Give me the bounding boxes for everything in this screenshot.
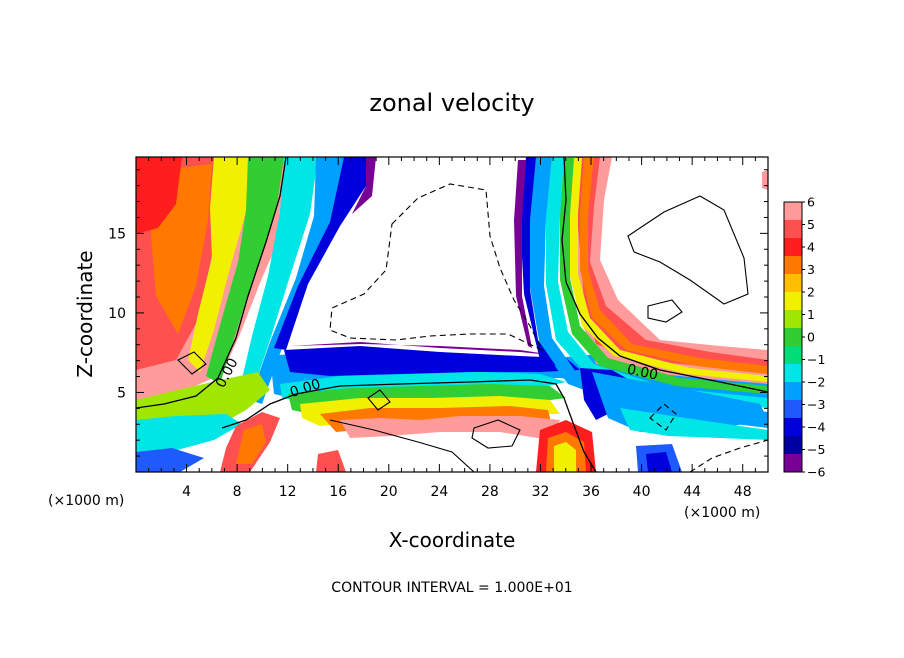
contour-solid-right-upper (627, 195, 749, 305)
x-tick-label: 28 (481, 484, 499, 500)
colorbar-label: −2 (807, 375, 825, 390)
y-axis-title: Z-coordinate (73, 250, 97, 377)
colorbar-label: 0 (807, 330, 815, 345)
y-tick-label: 15 (108, 226, 126, 242)
x-axis-unit-left: (×1000 m) (48, 493, 124, 509)
contour-interval-note: CONTOUR INTERVAL = 1.000E+01 (331, 580, 572, 596)
x-tick-label: 12 (279, 484, 297, 500)
left-cyan-band (238, 157, 318, 400)
x-tick-label: 40 (633, 484, 651, 500)
x-tick-label: 24 (430, 484, 448, 500)
colorbar-swatch (784, 310, 802, 329)
colorbar-swatch (784, 364, 802, 383)
mid-dark-layer (284, 346, 580, 376)
lower-left-cyan (136, 414, 242, 456)
colorbar-swatch (784, 328, 802, 347)
right-warm-column-core (576, 157, 768, 372)
x-tick-label: 8 (233, 484, 242, 500)
x-axis-unit-right: (×1000 m) (684, 505, 760, 521)
y-axis-ticks: 5 10 15 (108, 169, 768, 457)
contour-solid-bottom-wide (329, 419, 475, 472)
contour-label: 0.00 (626, 362, 660, 384)
colorbar-swatch (784, 418, 802, 437)
x-tick-label: 4 (182, 484, 191, 500)
bottom-right-dark-blob (646, 452, 672, 472)
colorbar-label: −3 (807, 397, 825, 412)
colorbar-swatch (784, 292, 802, 311)
colorbar-swatch (784, 202, 802, 221)
y-tick-label: 5 (117, 385, 126, 401)
colorbar-label: 6 (807, 195, 815, 210)
right-dark-strip (520, 157, 556, 366)
top-right-pink-spot (762, 170, 768, 190)
colorbar-swatch (784, 400, 802, 419)
contour-solid-lower-small (367, 389, 391, 411)
colorbar: 6 5 4 3 2 1 0 −1 −2 −3 −4 −5 −6 (783, 195, 825, 480)
x-tick-label: 32 (532, 484, 550, 500)
colorbar-label: 3 (807, 262, 815, 277)
left-green-band (206, 157, 284, 384)
bottom-orange-blob (236, 424, 266, 464)
colorbar-swatch (784, 238, 802, 257)
contour-zero-left-column (136, 157, 287, 409)
x-tick-label: 44 (683, 484, 701, 500)
colorbar-swatch (784, 256, 802, 275)
left-red-top (136, 157, 182, 234)
colorbar-swatch (784, 454, 802, 473)
colorbar-label: 2 (807, 285, 815, 300)
bottom-center-yellow-blob (554, 442, 576, 472)
colorbar-label: 4 (807, 240, 815, 255)
left-dark-blue-band (274, 157, 368, 350)
x-axis-ticks: 4 8 12 16 20 24 28 32 36 40 44 48 (148, 157, 756, 500)
x-axis-title: X-coordinate (389, 528, 516, 552)
contour-zero-middle-layer (221, 379, 597, 472)
colorbar-label: 5 (807, 217, 815, 232)
contour-zero-right-column (561, 157, 768, 393)
colorbar-label: −5 (807, 442, 825, 457)
left-blue-band (250, 157, 346, 404)
colorbar-label: −4 (807, 420, 825, 435)
right-purple-strip (514, 160, 532, 348)
velocity-field (136, 157, 768, 472)
mid-pink-layer (340, 416, 560, 440)
contour-dashed-bottom-right (689, 439, 768, 472)
x-tick-label: 48 (734, 484, 752, 500)
contour-solid-right-small (647, 299, 683, 323)
x-tick-label: 36 (582, 484, 600, 500)
y-tick-label: 10 (108, 306, 126, 322)
contour-solid-bottom-center (471, 419, 521, 449)
x-tick-label: 20 (380, 484, 398, 500)
lower-right-cyan-patch (620, 408, 768, 440)
colorbar-swatch (784, 382, 802, 401)
colorbar-label: −1 (807, 352, 825, 367)
chart-title: zonal velocity (369, 89, 534, 117)
x-tick-label: 16 (329, 484, 347, 500)
left-purple-edge (352, 157, 376, 214)
colorbar-swatch (784, 436, 802, 455)
colorbar-label: 1 (807, 307, 815, 322)
colorbar-swatch (784, 346, 802, 365)
contour-dashed-lower-right (649, 403, 677, 431)
contour-solid-lower-left (177, 351, 207, 375)
colorbar-swatch (784, 274, 802, 293)
colorbar-swatch (784, 220, 802, 239)
left-yellow-band (188, 157, 252, 372)
colorbar-label: −6 (807, 465, 825, 480)
